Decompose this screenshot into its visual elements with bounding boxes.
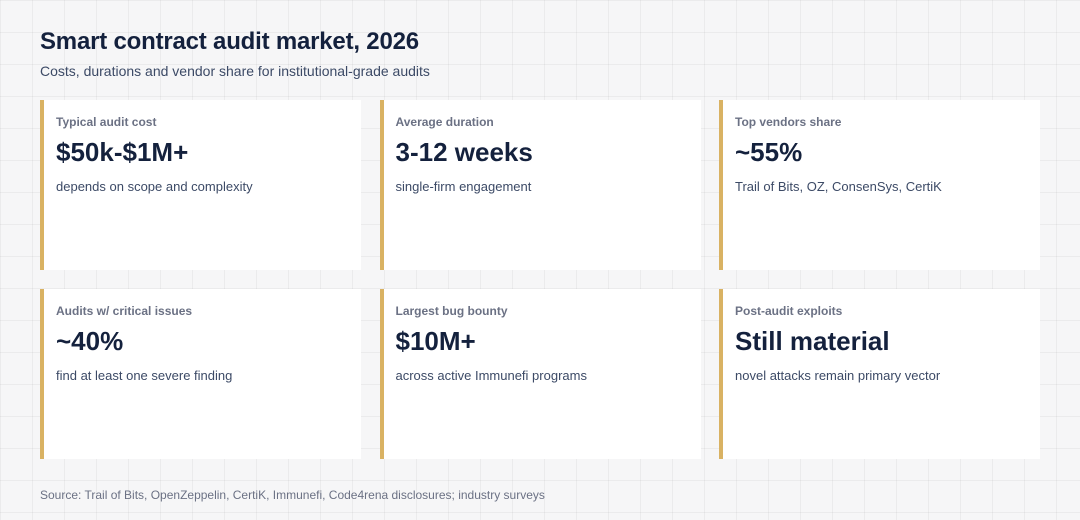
- stat-card-value: Still material: [735, 326, 890, 356]
- stat-card-note: find at least one severe finding: [56, 368, 233, 383]
- stat-card-value: ~55%: [735, 137, 803, 167]
- stat-card-label: Largest bug bounty: [395, 304, 508, 318]
- page-title: Smart contract audit market, 2026: [40, 28, 419, 55]
- stat-card-audit-cost: Typical audit cost $50k-$1M+ depends on …: [40, 100, 361, 270]
- source-note: Source: Trail of Bits, OpenZeppelin, Cer…: [40, 488, 545, 502]
- stat-card-grid: Typical audit cost $50k-$1M+ depends on …: [40, 100, 1040, 459]
- stat-card-bug-bounty: Largest bug bounty $10M+ across active I…: [379, 289, 701, 459]
- stat-card-label: Top vendors share: [735, 115, 842, 129]
- stat-card-critical-issues: Audits w/ critical issues ~40% find at l…: [40, 289, 361, 459]
- stat-card-label: Average duration: [395, 115, 494, 129]
- stat-card-value: ~40%: [56, 326, 124, 356]
- stat-card-value: 3-12 weeks: [395, 137, 533, 167]
- stat-card-value: $10M+: [395, 326, 476, 356]
- stat-card-note: depends on scope and complexity: [56, 179, 253, 194]
- stat-card-label: Typical audit cost: [56, 115, 157, 129]
- stat-card-note: single-firm engagement: [395, 179, 532, 194]
- stat-card-note: across active Immunefi programs: [395, 368, 587, 383]
- page-subtitle: Costs, durations and vendor share for in…: [40, 63, 430, 79]
- stat-card-note: Trail of Bits, OZ, ConsenSys, CertiK: [735, 179, 942, 194]
- stat-card-post-audit-exploits: Post-audit exploits Still material novel…: [719, 289, 1040, 459]
- stat-card-note: novel attacks remain primary vector: [735, 368, 941, 383]
- stat-card-value: $50k-$1M+: [56, 137, 189, 167]
- stat-card-vendor-share: Top vendors share ~55% Trail of Bits, OZ…: [719, 100, 1040, 270]
- stat-card-label: Post-audit exploits: [735, 304, 843, 318]
- stat-card-label: Audits w/ critical issues: [56, 304, 193, 318]
- stat-card-duration: Average duration 3-12 weeks single-firm …: [379, 100, 701, 270]
